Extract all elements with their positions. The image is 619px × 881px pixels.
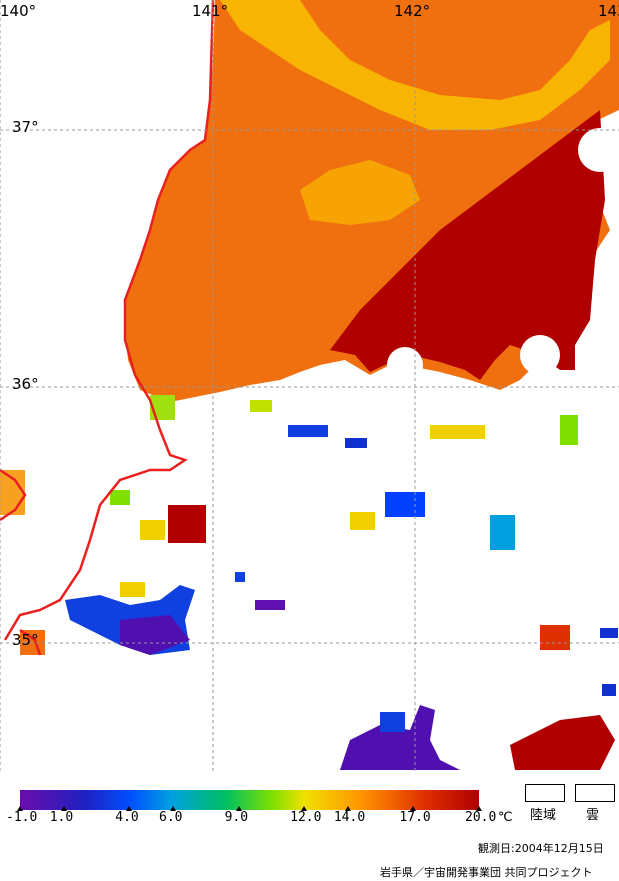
graticule — [0, 0, 619, 772]
latitude-label-35: 35° — [12, 631, 39, 649]
legend-tick-label: 14.0 — [333, 810, 366, 825]
cloud-label: 雲 — [586, 808, 600, 823]
land-label: 陸域 — [530, 808, 557, 823]
legend-tick-label: 17.0 — [399, 810, 431, 825]
legend-tick-mark — [410, 806, 417, 811]
legend-tick-label: 9.0 — [224, 810, 249, 825]
southeast-warm-patch — [510, 715, 615, 770]
temperature-color-scale — [20, 790, 479, 810]
coastline — [3, 0, 215, 641]
cloud-swatch — [575, 784, 615, 802]
legend-tick-label: 20.0 — [465, 810, 497, 825]
legend-tick-mark — [476, 806, 482, 811]
legend-tick-label: 4.0 — [115, 810, 139, 825]
legend-tick-mark — [344, 806, 351, 811]
observation-date: 観測日:2004年12月15日 — [478, 842, 604, 855]
kuroshio-warm-region — [330, 110, 605, 380]
legend-tick-mark — [126, 806, 133, 811]
legend-tick-label: 12.0 — [290, 810, 322, 825]
legend-tick-mark — [60, 806, 67, 811]
legend-unit: ℃ — [498, 810, 513, 825]
yellow-band — [220, 0, 610, 130]
longitude-label-142: 142° — [394, 2, 431, 20]
latitude-label-37: 37° — [12, 118, 39, 136]
longitude-label-140: 140° — [0, 2, 37, 20]
longitude-label-141: 141° — [192, 2, 229, 20]
south-cold-patch — [340, 705, 460, 770]
island-outline — [0, 468, 27, 522]
legend-tick-mark — [17, 806, 23, 811]
yellow-swirl — [300, 160, 420, 225]
legend-tick-label: 6.0 — [159, 810, 183, 825]
latitude-label-36: 36° — [12, 375, 39, 393]
longitude-label-143: 143° — [598, 2, 619, 20]
legend-tick-mark — [170, 806, 176, 811]
legend-tick-label: 1.0 — [49, 810, 74, 825]
legend-tick-mark — [235, 806, 242, 811]
credit-text: 岩手県／宇宙開発事業団 共同プロジェクト — [380, 866, 593, 879]
legend-tick-label: -1.0 — [6, 810, 38, 825]
land-swatch — [525, 784, 565, 802]
sea-surface-temperature-map — [0, 0, 619, 772]
legend-tick-mark — [301, 806, 308, 811]
